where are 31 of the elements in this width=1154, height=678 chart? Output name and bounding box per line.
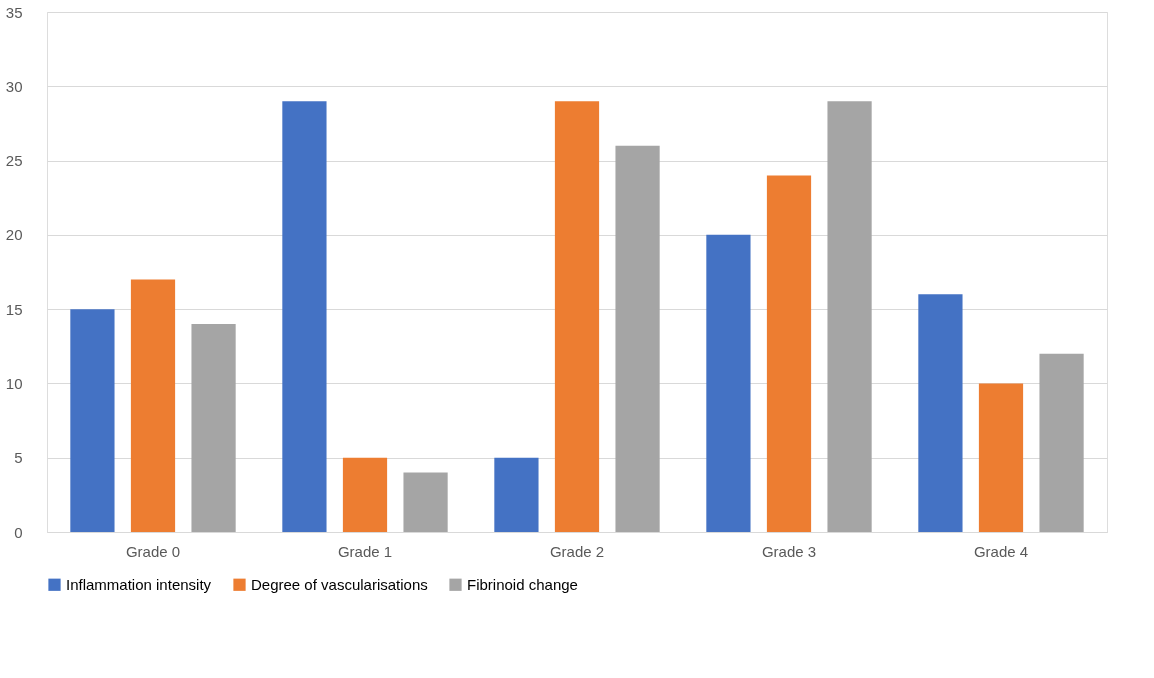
x-tick-label: Grade 0 xyxy=(125,542,181,560)
bar xyxy=(494,457,539,532)
bar xyxy=(615,145,660,532)
bar xyxy=(554,101,600,532)
x-tick-label: Grade 4 xyxy=(973,542,1029,560)
bar xyxy=(918,294,963,532)
bar xyxy=(403,472,448,532)
y-tick-label: 5 xyxy=(14,449,23,467)
y-tick-label: 30 xyxy=(5,77,23,95)
bar xyxy=(1039,353,1084,532)
bar xyxy=(70,309,115,532)
bar xyxy=(130,279,176,532)
y-tick-label: 0 xyxy=(14,523,23,541)
legend-label: Fibrinoid change xyxy=(467,575,578,593)
bar xyxy=(191,324,236,532)
x-tick-label: Grade 2 xyxy=(549,542,605,560)
x-tick-label: Grade 1 xyxy=(337,542,393,560)
bar xyxy=(766,175,812,532)
bar xyxy=(282,101,327,532)
y-tick-label: 35 xyxy=(5,3,23,21)
bar xyxy=(342,457,388,532)
bar xyxy=(978,383,1024,532)
y-tick-label: 20 xyxy=(5,226,23,244)
y-tick-label: 25 xyxy=(5,152,23,170)
bar xyxy=(706,234,751,532)
y-tick-label: 15 xyxy=(5,300,23,318)
legend-label: Inflammation intensity xyxy=(66,575,212,593)
bar xyxy=(827,101,872,532)
x-tick-label: Grade 3 xyxy=(761,542,817,560)
y-tick-label: 10 xyxy=(5,374,23,392)
legend-label: Degree of vascularisations xyxy=(251,575,428,593)
